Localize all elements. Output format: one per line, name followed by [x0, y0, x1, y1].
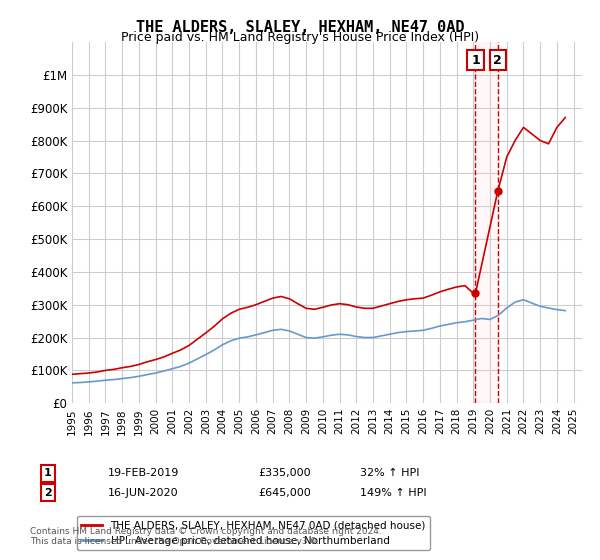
Text: 16-JUN-2020: 16-JUN-2020: [108, 488, 179, 498]
Text: 19-FEB-2019: 19-FEB-2019: [108, 468, 179, 478]
Text: £645,000: £645,000: [258, 488, 311, 498]
Text: 149% ↑ HPI: 149% ↑ HPI: [360, 488, 427, 498]
Text: 2: 2: [493, 54, 502, 67]
Bar: [475, 42, 498, 403]
Legend: THE ALDERS, SLALEY, HEXHAM, NE47 0AD (detached house), HPI: Average price, detac: THE ALDERS, SLALEY, HEXHAM, NE47 0AD (de…: [77, 516, 430, 550]
Text: Contains HM Land Registry data © Crown copyright and database right 2024.
This d: Contains HM Land Registry data © Crown c…: [30, 526, 382, 546]
Text: 2: 2: [44, 488, 52, 498]
Text: 1: 1: [44, 468, 52, 478]
Text: £335,000: £335,000: [258, 468, 311, 478]
Text: THE ALDERS, SLALEY, HEXHAM, NE47 0AD: THE ALDERS, SLALEY, HEXHAM, NE47 0AD: [136, 20, 464, 35]
Text: Price paid vs. HM Land Registry's House Price Index (HPI): Price paid vs. HM Land Registry's House …: [121, 31, 479, 44]
Text: 32% ↑ HPI: 32% ↑ HPI: [360, 468, 419, 478]
Text: 1: 1: [471, 54, 480, 67]
